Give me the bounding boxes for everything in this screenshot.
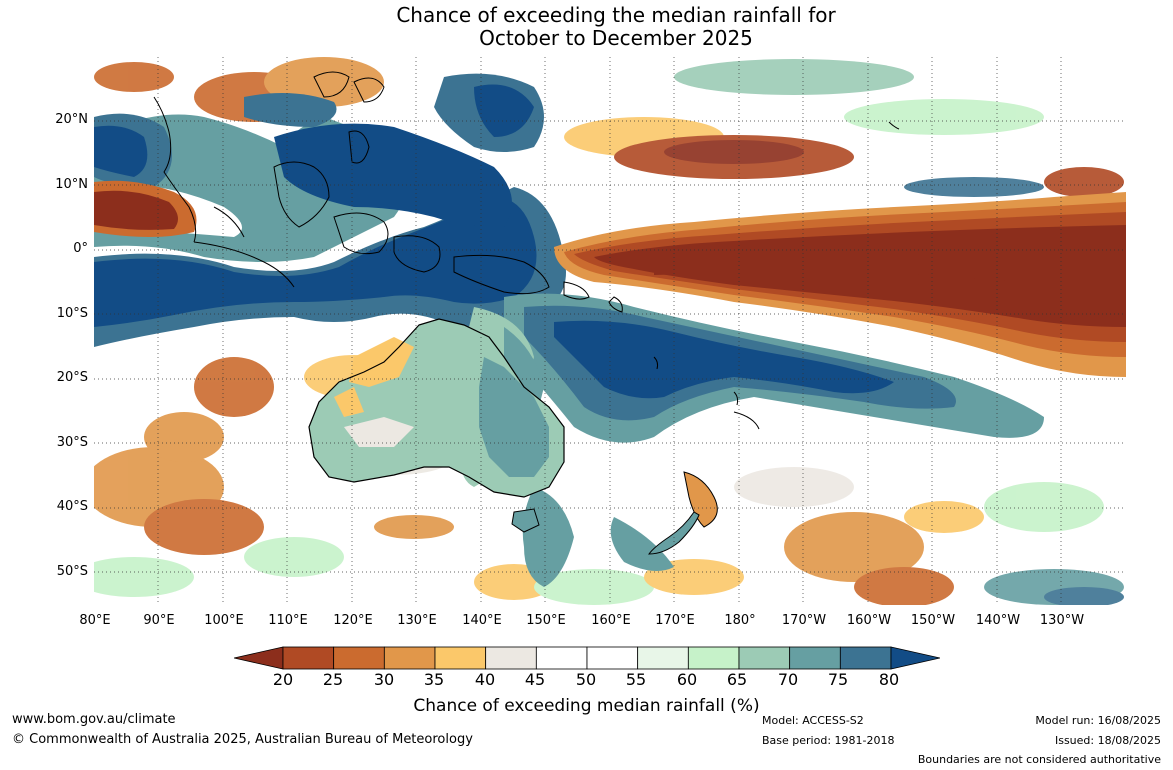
colorbar-tick: 20 bbox=[272, 670, 294, 689]
lon-label: 80°E bbox=[79, 613, 111, 628]
colorbar-arrow-low bbox=[234, 646, 284, 670]
colorbar-swatch bbox=[434, 646, 487, 670]
colorbar-swatch bbox=[637, 646, 689, 670]
colorbar-swatch bbox=[333, 646, 385, 670]
lon-label: 110°E bbox=[268, 613, 308, 628]
colorbar-swatch bbox=[282, 646, 335, 670]
lon-label: 140°E bbox=[462, 613, 502, 628]
lat-label: 0° bbox=[73, 241, 88, 256]
wet-region bbox=[94, 73, 566, 347]
colorbar bbox=[234, 646, 940, 670]
coastlines bbox=[153, 71, 900, 430]
colorbar-swatch bbox=[535, 646, 588, 670]
lon-label: 150°W bbox=[910, 613, 956, 628]
model-run-text: Model run: 16/08/2025 bbox=[1035, 714, 1161, 727]
lat-label: 10°N bbox=[55, 177, 88, 192]
colorbar-tick: 25 bbox=[322, 670, 344, 689]
colorbar-swatch bbox=[586, 646, 639, 670]
australia-region bbox=[308, 318, 565, 533]
colorbar-swatches bbox=[234, 646, 940, 670]
website-link[interactable]: www.bom.gov.au/climate bbox=[12, 712, 176, 727]
lon-label: 100°E bbox=[204, 613, 244, 628]
lat-label: 50°S bbox=[56, 564, 88, 579]
lon-label: 160°W bbox=[846, 613, 892, 628]
lon-label: 130°E bbox=[397, 613, 437, 628]
colorbar-swatch bbox=[789, 646, 841, 670]
lat-label: 40°S bbox=[56, 499, 88, 514]
lon-label: 170°E bbox=[655, 613, 695, 628]
title-line-2: October to December 2025 bbox=[479, 26, 753, 50]
colorbar-label: Chance of exceeding median rainfall (%) bbox=[413, 696, 760, 716]
lon-label: 170°W bbox=[781, 613, 827, 628]
lat-label: 10°S bbox=[56, 306, 88, 321]
lon-label: 150°E bbox=[526, 613, 566, 628]
title-line-1: Chance of exceeding the median rainfall … bbox=[396, 3, 836, 27]
colorbar-tick: 65 bbox=[726, 670, 748, 689]
colorbar-swatch bbox=[738, 646, 791, 670]
indian-dry-band bbox=[94, 180, 197, 237]
map-title: Chance of exceeding the median rainfall … bbox=[0, 4, 1173, 50]
colorbar-tick: 50 bbox=[575, 670, 597, 689]
lat-label: 30°S bbox=[56, 435, 88, 450]
colorbar-tick: 35 bbox=[423, 670, 445, 689]
lon-label: 90°E bbox=[143, 613, 175, 628]
lon-label: 120°E bbox=[333, 613, 373, 628]
colorbar-arrow-high bbox=[890, 646, 940, 670]
lon-label: 180° bbox=[724, 613, 756, 628]
colorbar-swatch bbox=[383, 646, 436, 670]
colorbar-tick: 55 bbox=[625, 670, 647, 689]
colorbar-tick: 80 bbox=[878, 670, 900, 689]
colorbar-tick: 75 bbox=[827, 670, 849, 689]
lon-label: 130°W bbox=[1039, 613, 1085, 628]
colorbar-swatch bbox=[485, 646, 537, 670]
lat-label: 20°S bbox=[56, 370, 88, 385]
issued-text: Issued: 18/08/2025 bbox=[1054, 734, 1161, 747]
lat-label: 20°N bbox=[55, 112, 88, 127]
colorbar-tick: 45 bbox=[524, 670, 546, 689]
rainfall-map bbox=[94, 57, 1126, 605]
colorbar-swatch bbox=[687, 646, 740, 670]
new-zealand-region bbox=[648, 471, 718, 555]
lon-label: 140°W bbox=[975, 613, 1021, 628]
colorbar-swatch bbox=[839, 646, 892, 670]
colorbar-tick: 70 bbox=[777, 670, 799, 689]
colorbar-tick: 40 bbox=[474, 670, 496, 689]
graticule bbox=[94, 57, 1126, 605]
lon-label: 160°E bbox=[591, 613, 631, 628]
colorbar-tick: 30 bbox=[373, 670, 395, 689]
dry-tongue bbox=[554, 192, 1126, 377]
copyright-text: © Commonwealth of Australia 2025, Austra… bbox=[12, 732, 473, 747]
disclaimer-text: Boundaries are not considered authoritat… bbox=[917, 753, 1161, 766]
base-period-text: Base period: 1981-2018 bbox=[762, 734, 895, 747]
model-text: Model: ACCESS-S2 bbox=[762, 714, 864, 727]
colorbar-tick: 60 bbox=[676, 670, 698, 689]
rainfall-map-canvas bbox=[94, 57, 1126, 605]
